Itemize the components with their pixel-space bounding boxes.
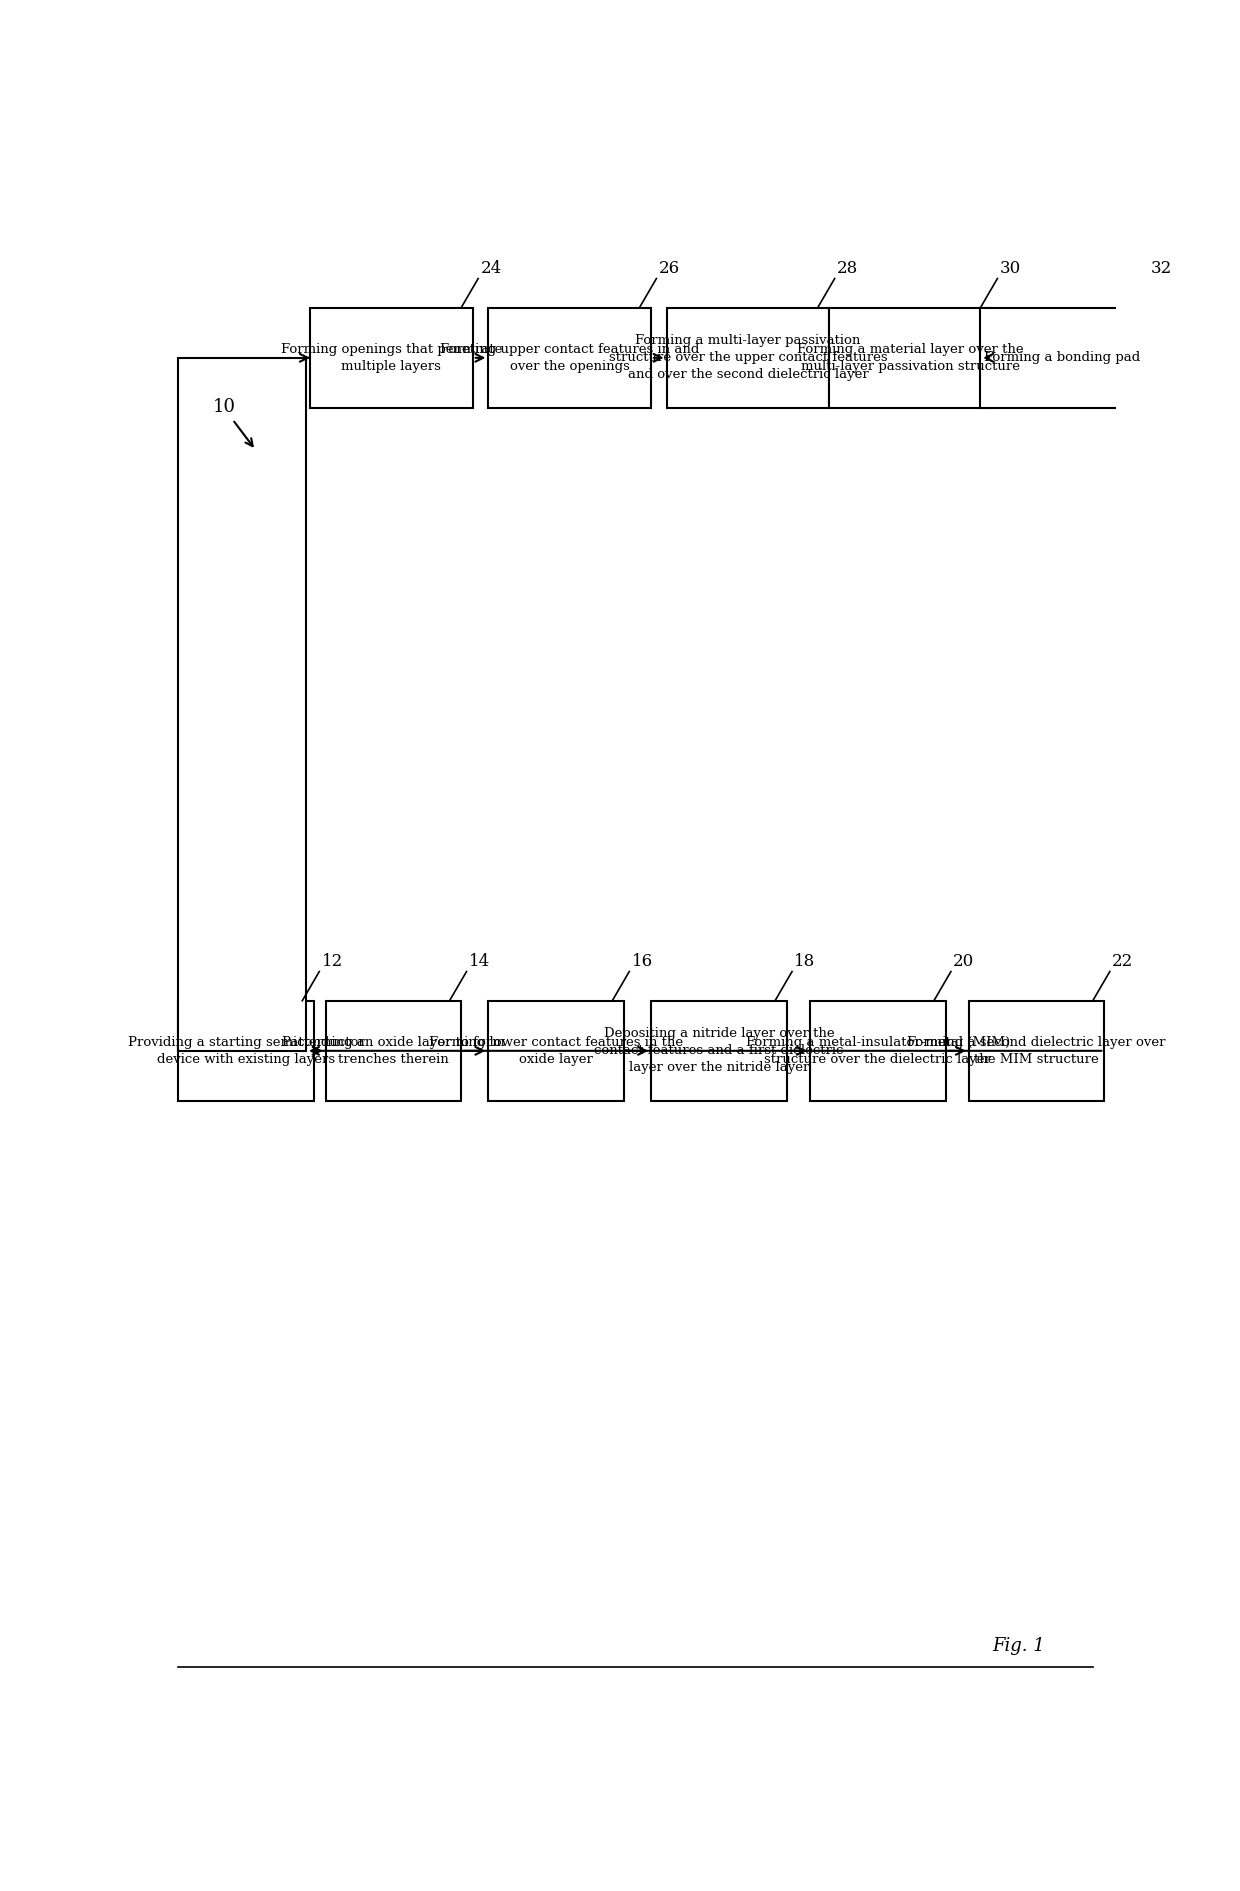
- Text: Forming a multi-layer passivation
structure over the upper contact features
and : Forming a multi-layer passivation struct…: [609, 335, 887, 382]
- Text: Forming a second dielectric layer over
the MIM structure: Forming a second dielectric layer over t…: [908, 1036, 1166, 1067]
- Bar: [325, 1000, 461, 1101]
- Bar: [489, 1000, 624, 1101]
- Bar: [489, 308, 651, 408]
- Text: 12: 12: [321, 953, 343, 970]
- Bar: [667, 308, 830, 408]
- Text: Patterning an oxide layer to form
trenches therein: Patterning an oxide layer to form trench…: [281, 1036, 505, 1067]
- Text: 30: 30: [999, 259, 1021, 276]
- Text: 22: 22: [1112, 953, 1133, 970]
- Bar: [651, 1000, 786, 1101]
- Bar: [981, 308, 1143, 408]
- Text: Forming upper contact features in and
over the openings: Forming upper contact features in and ov…: [440, 342, 699, 373]
- Bar: [968, 1000, 1105, 1101]
- Text: 14: 14: [469, 953, 490, 970]
- Text: Forming a material layer over the
multi-layer passivation structure: Forming a material layer over the multi-…: [797, 342, 1024, 373]
- Text: Forming a bonding pad: Forming a bonding pad: [983, 352, 1140, 365]
- Text: Forming lower contact features in the
oxide layer: Forming lower contact features in the ox…: [429, 1036, 683, 1067]
- Text: Forming a metal-insulator-metal (MIM)
structure over the dielectric layer: Forming a metal-insulator-metal (MIM) st…: [745, 1036, 1009, 1067]
- Text: 26: 26: [658, 259, 680, 276]
- Text: 10: 10: [213, 397, 236, 416]
- Text: Depositing a nitride layer over the
contact features and a first dielectric
laye: Depositing a nitride layer over the cont…: [594, 1027, 843, 1074]
- Bar: [179, 1000, 314, 1101]
- Text: 16: 16: [631, 953, 652, 970]
- Text: 28: 28: [837, 259, 858, 276]
- Text: Fig. 1: Fig. 1: [992, 1638, 1045, 1655]
- Bar: [310, 308, 472, 408]
- Bar: [830, 308, 992, 408]
- Text: 20: 20: [954, 953, 975, 970]
- Text: Providing a starting semiconductor
device with existing layers: Providing a starting semiconductor devic…: [128, 1036, 365, 1067]
- Text: 24: 24: [481, 259, 502, 276]
- Text: 18: 18: [795, 953, 816, 970]
- Bar: [179, 357, 306, 1051]
- Text: 32: 32: [1151, 259, 1172, 276]
- Bar: [810, 1000, 945, 1101]
- Text: Forming openings that penetrate
multiple layers: Forming openings that penetrate multiple…: [280, 342, 502, 373]
